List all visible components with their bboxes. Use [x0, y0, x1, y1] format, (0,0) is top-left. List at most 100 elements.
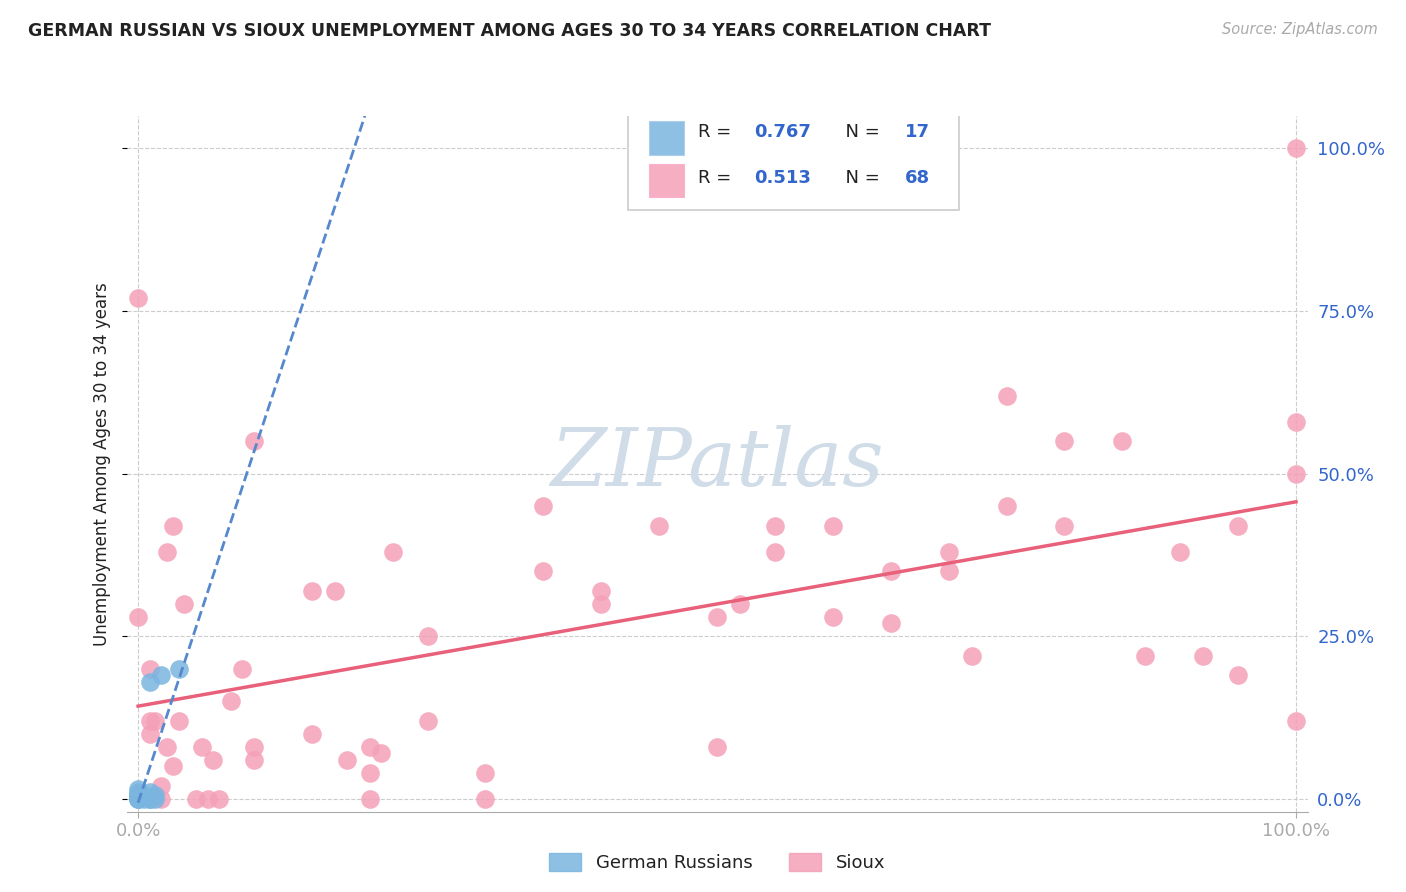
Point [127, 791, 149, 805]
Point [138, 785, 160, 799]
Point [138, 674, 160, 689]
Point [591, 583, 613, 598]
Text: N =: N = [834, 169, 886, 187]
Point [173, 597, 195, 611]
Point [127, 781, 149, 796]
Text: ZIPatlas: ZIPatlas [550, 425, 884, 502]
Point [138, 662, 160, 676]
Point [208, 791, 231, 805]
Legend: German Russians, Sioux: German Russians, Sioux [541, 846, 893, 880]
Point [706, 739, 728, 754]
Point [162, 518, 184, 533]
Point [648, 518, 671, 533]
Point [156, 739, 179, 754]
Text: 0.513: 0.513 [754, 169, 810, 187]
Text: 68: 68 [905, 169, 929, 187]
Point [162, 759, 184, 773]
Point [821, 609, 844, 624]
Point [202, 753, 225, 767]
Point [359, 791, 381, 805]
Text: R =: R = [699, 169, 737, 187]
Point [995, 499, 1018, 513]
Point [370, 746, 392, 760]
Point [191, 739, 214, 754]
Point [416, 714, 439, 728]
Point [1227, 668, 1250, 682]
Point [127, 789, 149, 803]
Point [880, 564, 903, 578]
Y-axis label: Unemployment Among Ages 30 to 34 years: Unemployment Among Ages 30 to 34 years [93, 282, 111, 646]
Point [150, 779, 173, 793]
Point [138, 791, 160, 805]
Text: N =: N = [834, 123, 886, 141]
Text: 0.767: 0.767 [754, 123, 810, 141]
FancyBboxPatch shape [628, 109, 959, 210]
FancyBboxPatch shape [648, 163, 683, 197]
Point [1192, 648, 1215, 663]
Point [938, 564, 960, 578]
Point [706, 609, 728, 624]
Point [763, 518, 786, 533]
Text: R =: R = [699, 123, 737, 141]
Point [1111, 434, 1133, 448]
Point [995, 388, 1018, 402]
Point [474, 791, 496, 805]
Point [167, 714, 190, 728]
Point [474, 765, 496, 780]
Point [1135, 648, 1157, 663]
Point [219, 694, 242, 708]
Point [728, 597, 751, 611]
Point [323, 583, 346, 598]
Point [416, 629, 439, 643]
Point [1053, 434, 1076, 448]
Point [1285, 714, 1308, 728]
Point [132, 791, 155, 805]
Point [127, 791, 149, 805]
Point [880, 616, 903, 631]
Text: 17: 17 [905, 123, 929, 141]
Point [197, 791, 219, 805]
Point [138, 791, 160, 805]
Point [150, 668, 173, 682]
Point [938, 544, 960, 558]
Point [150, 791, 173, 805]
Point [138, 727, 160, 741]
Point [381, 544, 404, 558]
Point [127, 609, 149, 624]
Point [145, 714, 167, 728]
Text: Source: ZipAtlas.com: Source: ZipAtlas.com [1222, 22, 1378, 37]
Point [301, 583, 323, 598]
Point [335, 753, 357, 767]
Point [167, 662, 190, 676]
Point [145, 789, 167, 803]
Point [243, 434, 266, 448]
Point [138, 714, 160, 728]
Point [359, 765, 381, 780]
Point [821, 518, 844, 533]
Point [145, 791, 167, 805]
Point [1285, 467, 1308, 481]
Point [184, 791, 207, 805]
Point [359, 739, 381, 754]
FancyBboxPatch shape [648, 121, 683, 154]
Point [531, 499, 554, 513]
Point [1053, 518, 1076, 533]
Point [156, 544, 179, 558]
Text: GERMAN RUSSIAN VS SIOUX UNEMPLOYMENT AMONG AGES 30 TO 34 YEARS CORRELATION CHART: GERMAN RUSSIAN VS SIOUX UNEMPLOYMENT AMO… [28, 22, 991, 40]
Point [960, 648, 983, 663]
Point [591, 597, 613, 611]
Point [763, 544, 786, 558]
Point [127, 789, 149, 803]
Point [1227, 518, 1250, 533]
Point [231, 662, 253, 676]
Point [1285, 415, 1308, 429]
Point [531, 564, 554, 578]
Point [127, 791, 149, 805]
Point [1285, 141, 1308, 155]
Point [301, 727, 323, 741]
Point [243, 739, 266, 754]
Point [132, 789, 155, 803]
Point [1168, 544, 1191, 558]
Point [127, 291, 149, 305]
Point [127, 785, 149, 799]
